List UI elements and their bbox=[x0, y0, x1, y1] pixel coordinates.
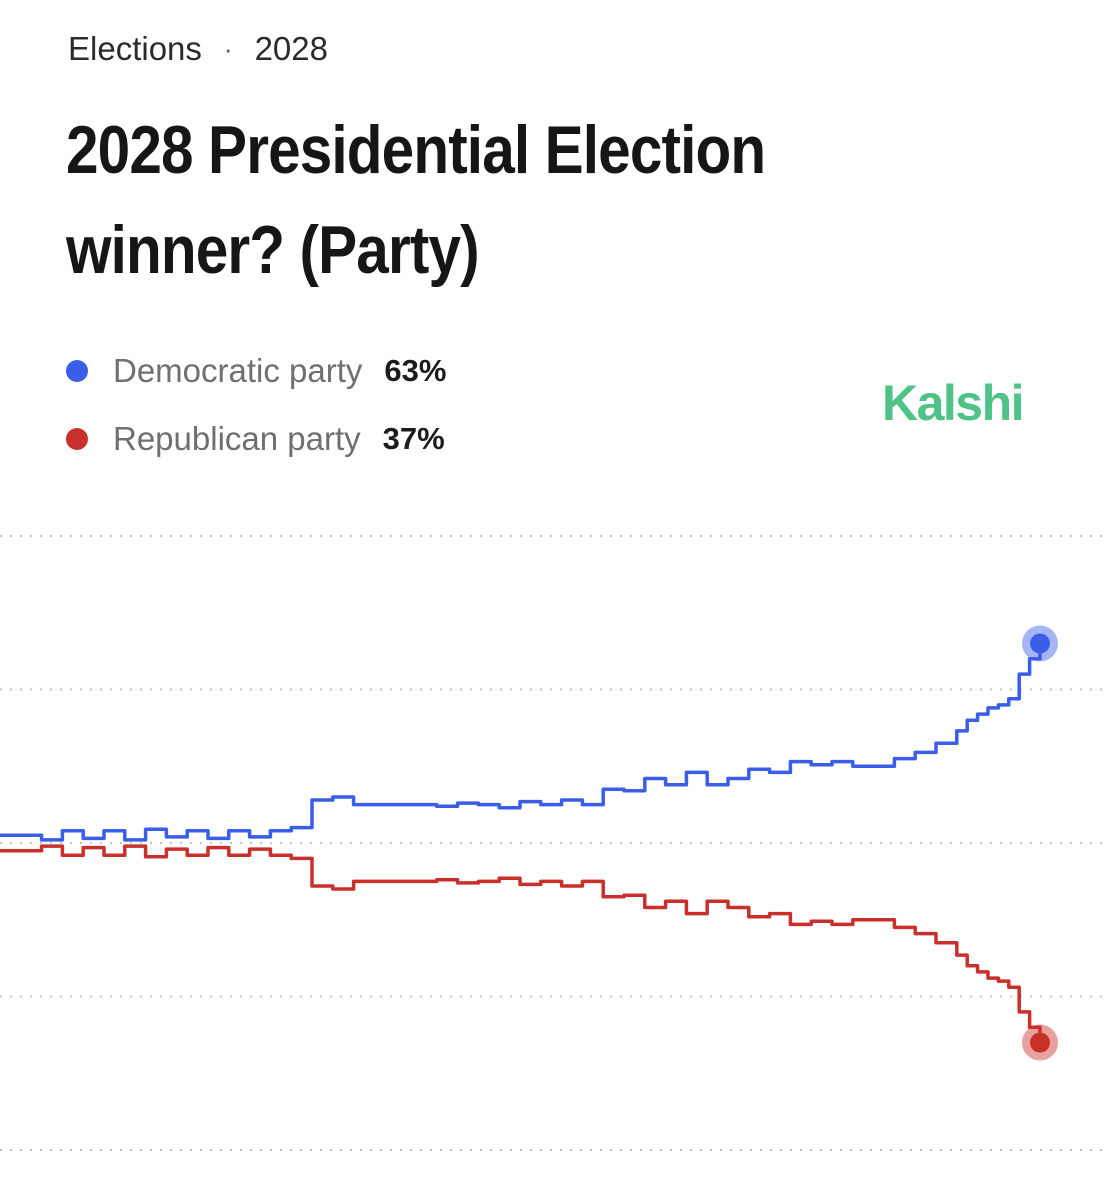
breadcrumb-separator: · bbox=[223, 33, 233, 64]
breadcrumb-year-link[interactable]: 2028 bbox=[254, 30, 328, 67]
legend-label-republican: Republican party bbox=[113, 420, 361, 457]
legend-value-republican: 37% bbox=[382, 421, 445, 456]
page-title: 2028 Presidential Election winner? (Part… bbox=[66, 112, 766, 288]
legend-label-democratic: Democratic party bbox=[113, 352, 363, 389]
chart-legend: Democratic party 63% Republican party 37… bbox=[66, 348, 446, 484]
series-line-democratic bbox=[0, 643, 1042, 842]
legend-item-republican: Republican party 37% bbox=[66, 416, 446, 462]
breadcrumb-elections-link[interactable]: Elections bbox=[68, 30, 202, 67]
legend-item-democratic: Democratic party 63% bbox=[66, 348, 446, 394]
kalshi-logo: Kalshi bbox=[882, 375, 1025, 431]
chart-gridlines bbox=[0, 535, 1107, 1151]
chart-series bbox=[0, 643, 1042, 1043]
republican-dot-icon bbox=[66, 428, 88, 450]
series-line-republican bbox=[0, 844, 1042, 1043]
end-marker-republican bbox=[1030, 1032, 1050, 1053]
democratic-dot-icon bbox=[66, 360, 88, 382]
breadcrumb: Elections · 2028 bbox=[68, 30, 328, 68]
end-marker-democratic bbox=[1030, 633, 1050, 654]
end-marker-halo-democratic bbox=[1022, 625, 1058, 662]
end-marker-halo-republican bbox=[1022, 1024, 1058, 1061]
chart-end-markers bbox=[1022, 625, 1058, 1061]
legend-value-democratic: 63% bbox=[384, 353, 447, 388]
